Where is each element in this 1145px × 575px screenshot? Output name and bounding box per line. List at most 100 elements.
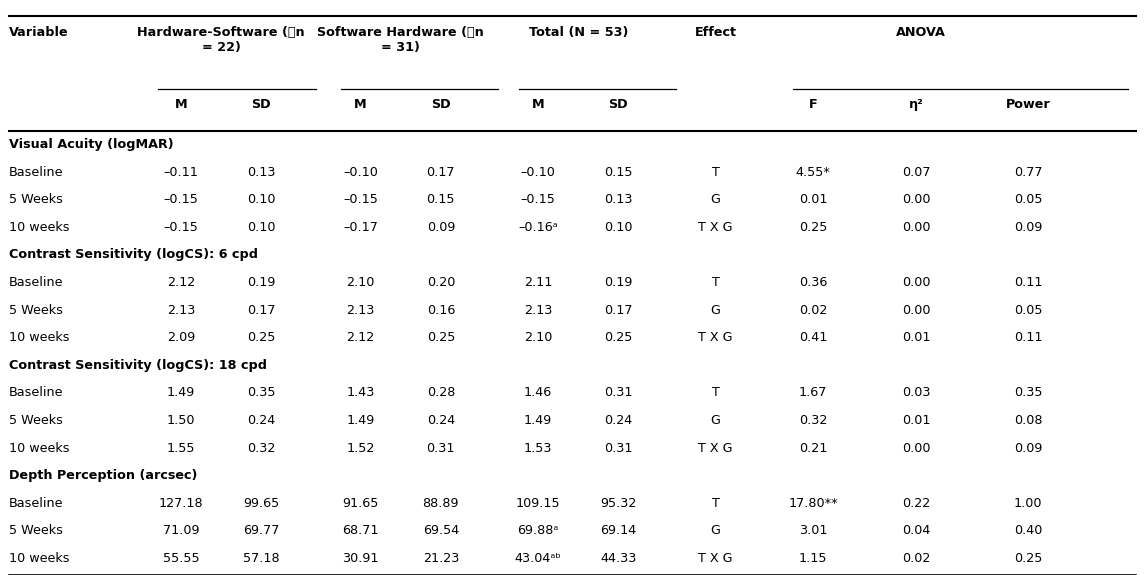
Text: SD: SD	[251, 98, 271, 111]
Text: 0.15: 0.15	[605, 166, 632, 179]
Text: 0.41: 0.41	[799, 331, 827, 344]
Text: T: T	[712, 386, 719, 400]
Text: T: T	[712, 276, 719, 289]
Text: 0.35: 0.35	[1014, 386, 1042, 400]
Text: 0.09: 0.09	[1014, 442, 1042, 455]
Text: 43.04ᵃᵇ: 43.04ᵃᵇ	[515, 552, 561, 565]
Text: 0.35: 0.35	[247, 386, 275, 400]
Text: 88.89: 88.89	[423, 497, 459, 510]
Text: 0.02: 0.02	[902, 552, 930, 565]
Text: M: M	[174, 98, 188, 111]
Text: 0.17: 0.17	[247, 304, 275, 317]
Text: 4.55*: 4.55*	[796, 166, 830, 179]
Text: 99.65: 99.65	[243, 497, 279, 510]
Text: Total (⁠N⁠ = 53): Total (⁠N⁠ = 53)	[529, 26, 627, 39]
Text: 109.15: 109.15	[516, 497, 560, 510]
Text: 0.25: 0.25	[799, 221, 827, 234]
Text: –0.15: –0.15	[164, 193, 198, 206]
Text: SD: SD	[431, 98, 451, 111]
Text: 10 weeks: 10 weeks	[9, 331, 70, 344]
Text: 2.10: 2.10	[524, 331, 552, 344]
Text: –0.15: –0.15	[521, 193, 555, 206]
Text: 2.12: 2.12	[347, 331, 374, 344]
Text: 0.15: 0.15	[427, 193, 455, 206]
Text: Baseline: Baseline	[9, 276, 64, 289]
Text: 0.02: 0.02	[799, 304, 827, 317]
Text: 0.11: 0.11	[1014, 331, 1042, 344]
Text: 0.00: 0.00	[902, 193, 930, 206]
Text: 0.01: 0.01	[902, 331, 930, 344]
Text: T X G: T X G	[698, 552, 733, 565]
Text: 0.22: 0.22	[902, 497, 930, 510]
Text: Variable: Variable	[9, 26, 69, 39]
Text: G: G	[711, 524, 720, 538]
Text: 0.13: 0.13	[247, 166, 275, 179]
Text: 0.31: 0.31	[605, 386, 632, 400]
Text: –0.17: –0.17	[344, 221, 378, 234]
Text: 2.10: 2.10	[347, 276, 374, 289]
Text: η²: η²	[909, 98, 923, 111]
Text: Contrast Sensitivity (logCS): 6 cpd: Contrast Sensitivity (logCS): 6 cpd	[9, 248, 258, 262]
Text: –0.10: –0.10	[521, 166, 555, 179]
Text: 21.23: 21.23	[423, 552, 459, 565]
Text: 0.11: 0.11	[1014, 276, 1042, 289]
Text: 0.00: 0.00	[902, 304, 930, 317]
Text: Baseline: Baseline	[9, 166, 64, 179]
Text: 1.53: 1.53	[524, 442, 552, 455]
Text: 2.11: 2.11	[524, 276, 552, 289]
Text: 5 Weeks: 5 Weeks	[9, 414, 63, 427]
Text: 2.13: 2.13	[347, 304, 374, 317]
Text: 0.32: 0.32	[799, 414, 827, 427]
Text: 5 Weeks: 5 Weeks	[9, 193, 63, 206]
Text: 1.52: 1.52	[347, 442, 374, 455]
Text: Contrast Sensitivity (logCS): 18 cpd: Contrast Sensitivity (logCS): 18 cpd	[9, 359, 267, 372]
Text: 0.16: 0.16	[427, 304, 455, 317]
Text: 69.88ᵃ: 69.88ᵃ	[518, 524, 559, 538]
Text: 44.33: 44.33	[600, 552, 637, 565]
Text: 0.10: 0.10	[605, 221, 632, 234]
Text: 127.18: 127.18	[159, 497, 203, 510]
Text: 0.25: 0.25	[427, 331, 455, 344]
Text: 0.77: 0.77	[1014, 166, 1042, 179]
Text: 1.49: 1.49	[167, 386, 195, 400]
Text: Visual Acuity (logMAR): Visual Acuity (logMAR)	[9, 138, 174, 151]
Text: 0.09: 0.09	[1014, 221, 1042, 234]
Text: 0.28: 0.28	[427, 386, 455, 400]
Text: 0.07: 0.07	[902, 166, 930, 179]
Text: 1.00: 1.00	[1014, 497, 1042, 510]
Text: 0.05: 0.05	[1014, 304, 1042, 317]
Text: 1.67: 1.67	[799, 386, 827, 400]
Text: 0.19: 0.19	[605, 276, 632, 289]
Text: 10 weeks: 10 weeks	[9, 442, 70, 455]
Text: 0.10: 0.10	[247, 221, 275, 234]
Text: 0.04: 0.04	[902, 524, 930, 538]
Text: 69.54: 69.54	[423, 524, 459, 538]
Text: 0.01: 0.01	[902, 414, 930, 427]
Text: 1.43: 1.43	[347, 386, 374, 400]
Text: 0.01: 0.01	[799, 193, 827, 206]
Text: 0.20: 0.20	[427, 276, 455, 289]
Text: T X G: T X G	[698, 221, 733, 234]
Text: 1.46: 1.46	[524, 386, 552, 400]
Text: G: G	[711, 193, 720, 206]
Text: 0.00: 0.00	[902, 221, 930, 234]
Text: 71.09: 71.09	[163, 524, 199, 538]
Text: 1.15: 1.15	[799, 552, 827, 565]
Text: 0.19: 0.19	[247, 276, 275, 289]
Text: M: M	[354, 98, 368, 111]
Text: 0.17: 0.17	[427, 166, 455, 179]
Text: SD: SD	[608, 98, 629, 111]
Text: 0.24: 0.24	[427, 414, 455, 427]
Text: 10 weeks: 10 weeks	[9, 552, 70, 565]
Text: T X G: T X G	[698, 331, 733, 344]
Text: 0.25: 0.25	[605, 331, 632, 344]
Text: 0.13: 0.13	[605, 193, 632, 206]
Text: 2.12: 2.12	[167, 276, 195, 289]
Text: 1.55: 1.55	[167, 442, 195, 455]
Text: 0.03: 0.03	[902, 386, 930, 400]
Text: 0.17: 0.17	[605, 304, 632, 317]
Text: 2.09: 2.09	[167, 331, 195, 344]
Text: –0.16ᵃ: –0.16ᵃ	[519, 221, 558, 234]
Text: T: T	[712, 497, 719, 510]
Text: 3.01: 3.01	[799, 524, 827, 538]
